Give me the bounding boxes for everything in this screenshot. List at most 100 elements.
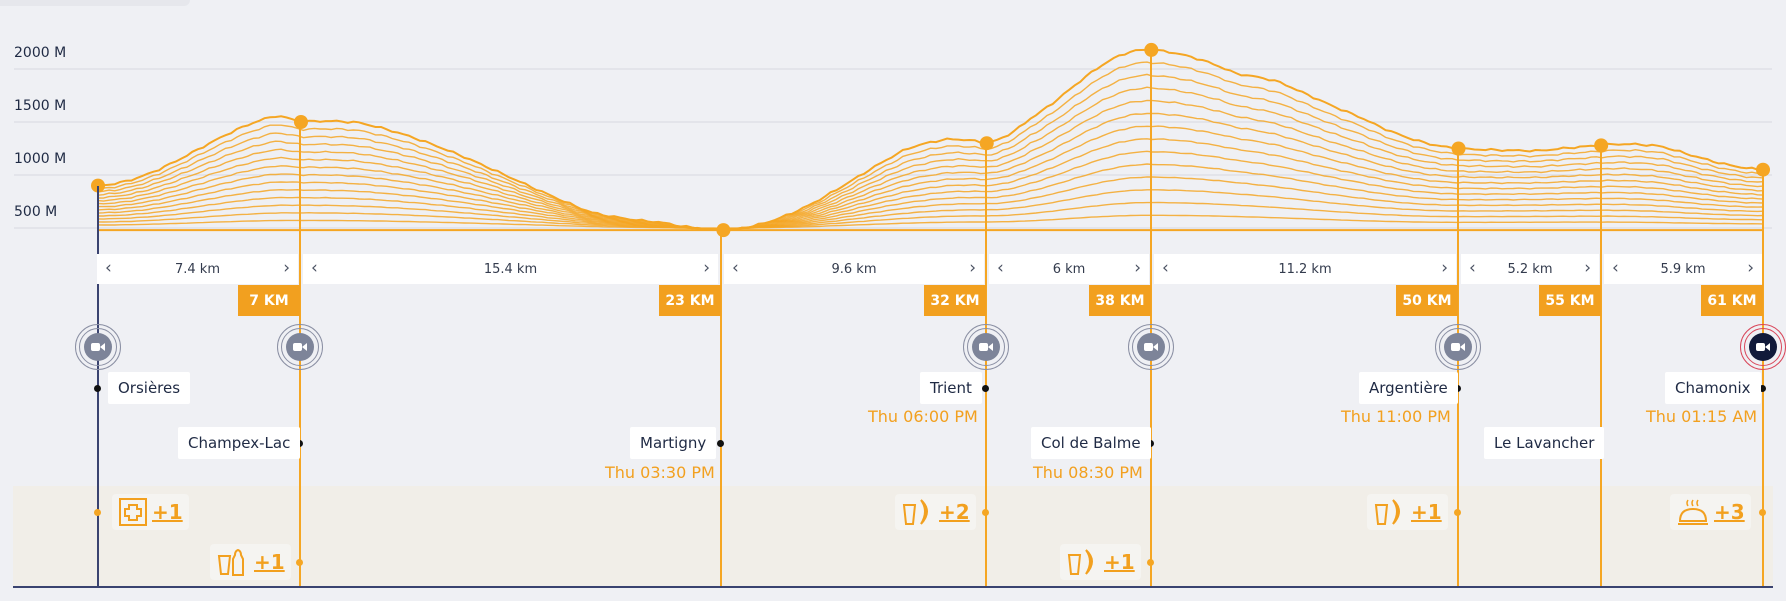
segment-distance: 7.4 km (175, 261, 220, 277)
chevron-left-icon[interactable]: ‹ (1469, 258, 1476, 278)
elevation-contour-line (97, 201, 1764, 230)
webcam-button-active[interactable] (1740, 324, 1786, 370)
amenity-dot (1454, 509, 1461, 516)
video-camera-icon (91, 342, 105, 352)
elevation-contour-line (97, 163, 1764, 230)
segment-distance: 9.6 km (831, 261, 877, 277)
segment-trient-balme[interactable]: ‹ 6 km › (989, 254, 1149, 284)
amenity-dot (982, 509, 989, 516)
chevron-left-icon[interactable]: ‹ (997, 258, 1004, 278)
webcam-button[interactable] (963, 324, 1009, 370)
chevron-right-icon[interactable]: › (1584, 258, 1591, 278)
amenity-refreshments[interactable]: +1 (1367, 494, 1448, 530)
place-label-le-lavancher[interactable]: Le Lavancher (1484, 427, 1605, 459)
waypoint-line (1600, 144, 1602, 586)
segment-orsieres-champex[interactable]: ‹ 7.4 km › (97, 254, 298, 284)
webcam-button[interactable] (75, 324, 121, 370)
y-tick-label: 1500 M (14, 98, 67, 114)
segment-distance: 11.2 km (1278, 261, 1332, 277)
segment-distance: 6 km (1052, 261, 1086, 277)
km-marker: 32 KM (924, 285, 986, 316)
arrival-time: Thu 11:00 PM (1341, 407, 1451, 426)
segment-martigny-trient[interactable]: ‹ 9.6 km › (724, 254, 984, 284)
y-tick-label: 1000 M (14, 151, 67, 167)
baseline (13, 586, 1773, 588)
amenity-refreshments[interactable]: +2 (895, 494, 976, 530)
segment-argentiere-lavancher[interactable]: ‹ 5.2 km › (1461, 254, 1599, 284)
waypoint-line (720, 228, 722, 586)
video-camera-icon (1451, 342, 1465, 352)
segment-distance: 5.2 km (1507, 261, 1553, 277)
arrival-time: Thu 08:30 PM (1033, 463, 1143, 482)
place-label-argentiere[interactable]: Argentière (1359, 372, 1458, 404)
video-camera-icon (1144, 342, 1158, 352)
elevation-profile-chart (14, 42, 1772, 238)
elevation-contour-line (98, 176, 1764, 230)
elevation-point[interactable] (91, 178, 105, 193)
amenity-dot (1147, 559, 1154, 566)
place-label-col-de-balme[interactable]: Col de Balme (1031, 427, 1151, 459)
place-label-orsieres[interactable]: Orsières (108, 372, 191, 404)
chevron-left-icon[interactable]: ‹ (105, 258, 112, 278)
webcam-button[interactable] (1128, 324, 1174, 370)
elevation-contour-line (97, 99, 1764, 231)
chevron-right-icon[interactable]: › (1134, 258, 1141, 278)
top-tab-shadow (0, 0, 190, 6)
elevation-contour-line (97, 48, 1764, 232)
amenity-count: +1 (1104, 550, 1135, 574)
amenity-count: +2 (939, 500, 970, 524)
y-tick-label: 500 M (14, 204, 58, 220)
place-label-champex-lac[interactable]: Champex-Lac (178, 427, 301, 459)
place-label-chamonix[interactable]: Chamonix (1665, 372, 1761, 404)
waypoint-dot (717, 440, 724, 447)
elevation-contour-line (97, 86, 1764, 231)
video-camera-icon (293, 342, 307, 352)
elevation-contour-line (97, 73, 1764, 231)
amenity-first-aid[interactable]: +1 (112, 494, 189, 530)
km-marker: 50 KM (1396, 285, 1458, 316)
waypoint-line (1762, 170, 1764, 586)
chevron-right-icon[interactable]: › (283, 258, 290, 278)
km-marker: 38 KM (1089, 285, 1151, 316)
amenity-refreshments[interactable]: +1 (1060, 544, 1141, 580)
chevron-right-icon[interactable]: › (703, 258, 710, 278)
elevation-point[interactable] (293, 115, 308, 129)
video-camera-icon (1756, 342, 1770, 352)
km-marker: 23 KM (659, 285, 721, 316)
hot-meal-icon (1678, 499, 1708, 525)
elevation-contour-line (97, 214, 1764, 229)
amenity-drinks[interactable]: +1 (210, 544, 291, 580)
chevron-left-icon[interactable]: ‹ (732, 258, 739, 278)
drink-banana-icon (1374, 499, 1400, 525)
elevation-contour-line (97, 112, 1764, 231)
y-tick-label: 2000 M (14, 45, 67, 61)
chevron-left-icon[interactable]: ‹ (1612, 258, 1619, 278)
arrival-time: Thu 03:30 PM (605, 463, 715, 482)
chevron-left-icon[interactable]: ‹ (311, 258, 318, 278)
drink-banana-icon (1067, 549, 1093, 575)
segment-lavancher-chamonix[interactable]: ‹ 5.9 km › (1604, 254, 1762, 284)
elevation-contour-line (97, 189, 1764, 230)
arrival-time: Thu 01:15 AM (1646, 407, 1758, 426)
chevron-right-icon[interactable]: › (1441, 258, 1448, 278)
place-label-martigny[interactable]: Martigny (630, 427, 717, 459)
elevation-point[interactable] (1756, 162, 1770, 177)
chevron-right-icon[interactable]: › (969, 258, 976, 278)
webcam-button[interactable] (1435, 324, 1481, 370)
waypoint-dot (1759, 385, 1766, 392)
place-label-trient[interactable]: Trient (920, 372, 982, 404)
amenity-count: +3 (1714, 500, 1745, 524)
chevron-left-icon[interactable]: ‹ (1162, 258, 1169, 278)
segment-champex-martigny[interactable]: ‹ 15.4 km › (303, 254, 718, 284)
amenity-hot-meal[interactable]: +3 (1670, 494, 1751, 530)
elevation-point[interactable] (716, 223, 731, 238)
elevation-contour-line (98, 138, 1764, 231)
chevron-right-icon[interactable]: › (1747, 258, 1754, 278)
elevation-contour-line (97, 61, 1764, 231)
segment-balme-argentiere[interactable]: ‹ 11.2 km › (1154, 254, 1456, 284)
segment-distance: 15.4 km (483, 261, 538, 277)
segment-distance: 5.9 km (1660, 261, 1706, 277)
webcam-button[interactable] (277, 324, 323, 370)
elevation-contour-line (97, 125, 1764, 231)
